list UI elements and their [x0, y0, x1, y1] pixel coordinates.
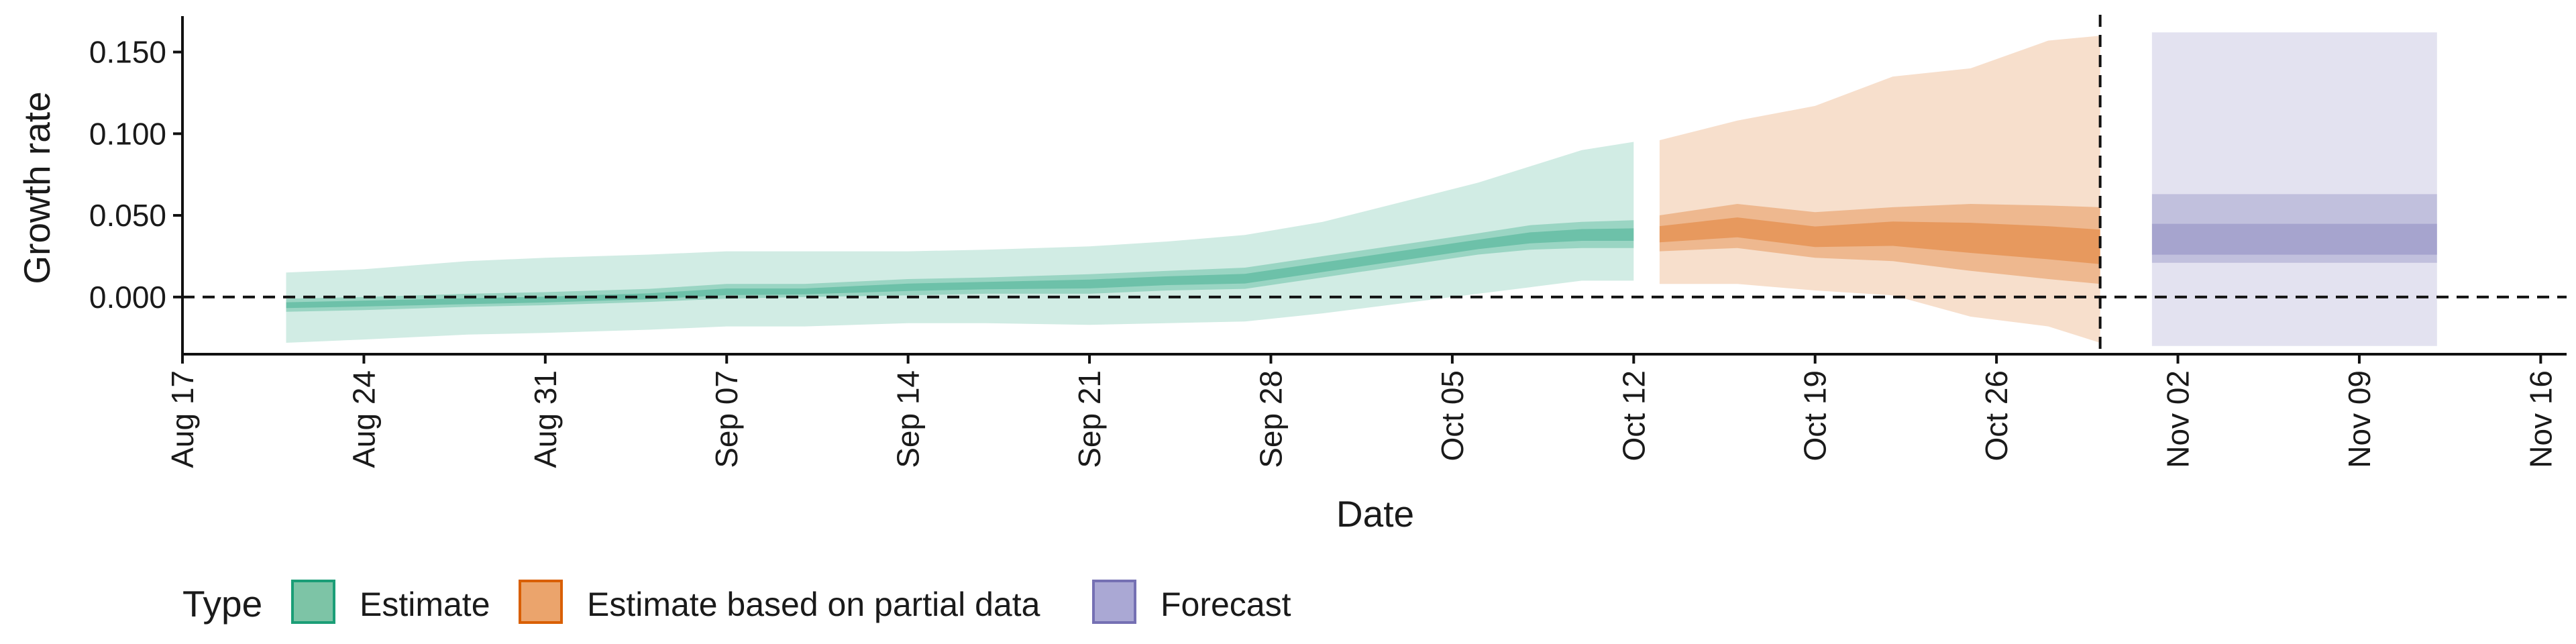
y-tick-label: 0.050 — [89, 198, 166, 233]
estimate-50-interval-band — [286, 220, 1634, 312]
x-tick-label: Oct 05 — [1435, 370, 1470, 462]
x-tick-label: Aug 31 — [528, 370, 563, 468]
x-tick-label: Aug 24 — [346, 370, 381, 468]
legend-swatch-estimate-based-on-partial-data — [519, 580, 563, 624]
legend-swatch-estimate — [291, 580, 335, 624]
y-axis-title: Growth rate — [16, 91, 58, 284]
forecast-50-interval-band — [2151, 194, 2437, 263]
x-tick-label: Nov 09 — [2342, 370, 2377, 468]
x-tick-label: Oct 12 — [1616, 370, 1651, 462]
legend-title: Type — [182, 583, 262, 625]
legend-label-estimate: Estimate — [360, 586, 490, 623]
x-tick-label: Aug 17 — [165, 370, 200, 468]
estimate-based-on-partial-data-50-interval-band — [1659, 204, 2100, 284]
y-axis-ticks: 0.000 0.050 0.100 0.150 — [89, 35, 182, 315]
x-tick-label: Nov 16 — [2523, 370, 2558, 468]
legend-label-estimate-based-on-partial-data: Estimate based on partial data — [587, 586, 1040, 623]
y-tick-label: 0.100 — [89, 116, 166, 151]
y-tick-label: 0.150 — [89, 35, 166, 70]
x-tick-label: Sep 14 — [891, 370, 926, 468]
x-tick-label: Oct 26 — [1979, 370, 2014, 462]
legend-swatch-forecast — [1092, 580, 1136, 624]
forecast-90-interval-band — [2151, 32, 2437, 346]
x-tick-label: Sep 07 — [709, 370, 744, 468]
ribbons-layer — [286, 32, 2437, 346]
x-axis-title: Date — [1336, 493, 1414, 535]
legend-label-forecast: Forecast — [1161, 586, 1291, 623]
x-tick-label: Nov 02 — [2161, 370, 2196, 468]
estimate-90-interval-band — [286, 142, 1634, 343]
forecast-central-interval-band — [2151, 223, 2437, 255]
x-axis-ticks: Aug 17 Aug 24 Aug 31 Sep 07 Sep 14 Sep 21 Sep … — [165, 354, 2558, 468]
y-tick-label: 0.000 — [89, 280, 166, 315]
estimate-based-on-partial-data-90-interval-band — [1659, 36, 2100, 343]
legend: Type Estimate Estimate based on partial da… — [182, 580, 1291, 625]
x-tick-label: Oct 19 — [1798, 370, 1833, 462]
x-tick-label: Sep 28 — [1253, 370, 1288, 468]
estimate-based-on-partial-data-central-interval-band — [1659, 217, 2100, 264]
x-tick-label: Sep 21 — [1072, 370, 1107, 468]
estimate-central-interval-band — [286, 228, 1634, 309]
